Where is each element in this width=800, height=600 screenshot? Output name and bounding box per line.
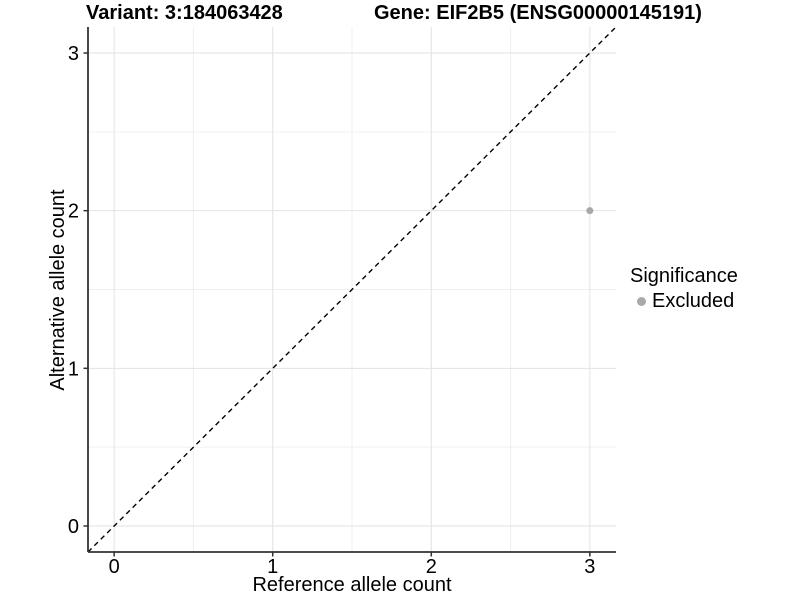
legend-point-icon [637, 297, 646, 306]
legend-entry-excluded: Excluded [630, 290, 738, 313]
y-tick-label: 2 [68, 201, 79, 223]
x-tick-label: 3 [584, 556, 595, 578]
identity-line [87, 26, 617, 553]
y-tick-label: 1 [68, 358, 79, 380]
plot-title-variant: Variant: 3:184063428 [86, 2, 283, 24]
x-tick-label: 1 [267, 556, 278, 578]
x-tick-label: 2 [426, 556, 437, 578]
y-tick-label: 3 [68, 43, 79, 65]
data-point-excluded [586, 207, 594, 215]
x-tick-label: 0 [109, 556, 120, 578]
x-axis-title: Reference allele count [252, 574, 452, 596]
y-axis-title: Alternative allele count [47, 189, 69, 391]
legend-entry-label: Excluded [652, 290, 735, 312]
legend: Significance Excluded [630, 265, 738, 313]
legend-title: Significance [630, 265, 738, 287]
plot-title-gene: Gene: EIF2B5 (ENSG00000145191) [374, 2, 702, 24]
y-tick-label: 0 [68, 516, 79, 538]
